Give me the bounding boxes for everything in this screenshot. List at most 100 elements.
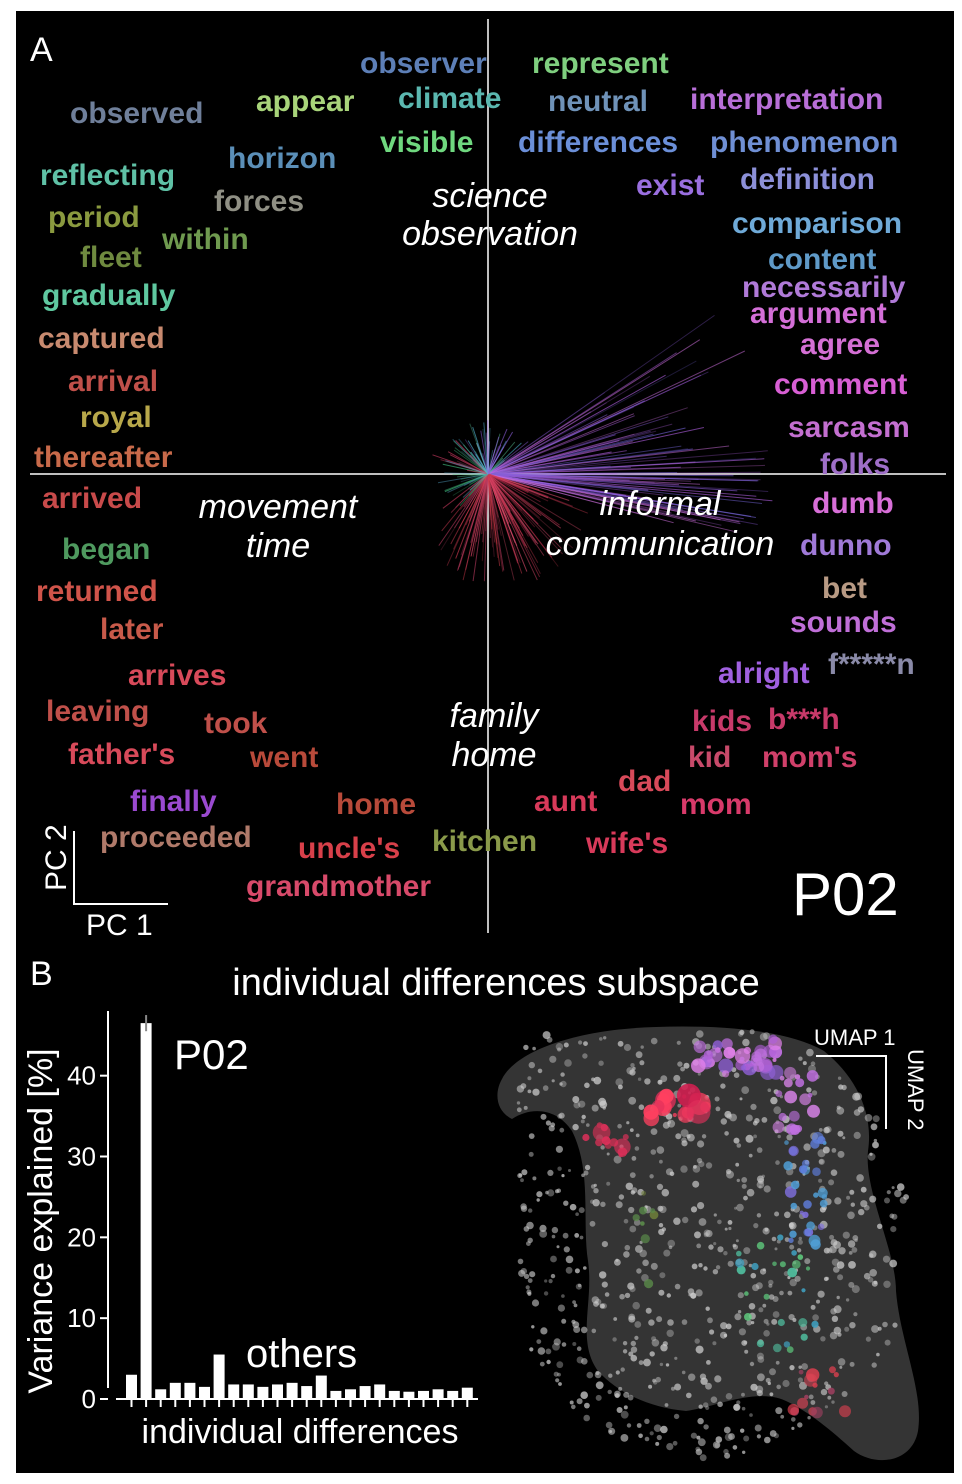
umap-point	[615, 1370, 620, 1375]
umap-point	[848, 1281, 855, 1288]
umap-point	[828, 1179, 835, 1186]
umap-point	[591, 1328, 597, 1334]
quadrant-label-communication: communication	[546, 525, 775, 563]
umap-point	[824, 1381, 829, 1386]
loading-ray	[487, 472, 678, 475]
umap-point	[838, 1247, 846, 1255]
umap-point	[622, 1349, 628, 1354]
umap-point	[612, 1337, 617, 1342]
umap-point	[704, 1043, 711, 1050]
umap-point	[628, 1206, 635, 1214]
variance-bar	[286, 1382, 298, 1399]
umap-point	[762, 1268, 766, 1272]
umap-point	[883, 1280, 891, 1289]
umap-point	[573, 1101, 581, 1109]
umap-point	[758, 1307, 764, 1313]
loading-ray	[487, 407, 688, 475]
loading-ray	[487, 352, 677, 475]
umap-point	[697, 1417, 704, 1425]
umap-point	[527, 1237, 533, 1244]
loading-ray	[487, 473, 545, 556]
umap-point	[695, 1345, 704, 1354]
umap-point	[782, 1379, 790, 1388]
umap-point	[852, 1092, 861, 1101]
umap-point	[660, 1075, 668, 1083]
word-label: climate	[398, 82, 501, 115]
umap-point	[847, 1211, 855, 1220]
umap-point	[724, 1452, 731, 1459]
umap-word-point	[772, 1058, 777, 1062]
umap-point	[696, 1030, 704, 1038]
umap-word-point	[778, 1112, 787, 1122]
umap-point	[656, 1183, 664, 1190]
umap-point	[869, 1195, 877, 1203]
umap-point	[739, 1097, 743, 1101]
umap-point	[733, 1403, 741, 1411]
umap-point	[593, 1301, 599, 1307]
loading-ray	[452, 473, 489, 476]
umap-point	[772, 1311, 780, 1318]
participant-label: P02	[792, 861, 899, 928]
variance-bar	[447, 1390, 459, 1399]
umap-point	[742, 1038, 750, 1047]
umap-point	[657, 1205, 664, 1212]
umap-point	[743, 1195, 748, 1201]
umap-point	[705, 1162, 713, 1169]
loading-ray	[487, 473, 536, 528]
umap-word-point	[788, 1110, 800, 1122]
umap-point	[618, 1194, 625, 1200]
umap-point	[769, 1430, 777, 1437]
loading-ray	[487, 427, 491, 475]
umap-point	[626, 1423, 632, 1428]
loading-ray	[460, 473, 489, 480]
umap-point	[579, 1235, 584, 1240]
loading-ray	[487, 473, 521, 563]
y-tick-label: 0	[82, 1384, 96, 1414]
word-label: forces	[214, 185, 304, 218]
umap-point	[553, 1338, 561, 1346]
umap-word-point	[756, 1339, 765, 1348]
umap-point	[608, 1373, 613, 1378]
umap-word-point	[791, 1260, 801, 1269]
umap-point	[742, 1450, 746, 1455]
loading-ray	[475, 473, 489, 543]
loading-ray	[444, 473, 489, 493]
umap-word-point	[644, 1279, 654, 1289]
umap-point	[769, 1392, 774, 1397]
umap-word-point	[718, 1058, 734, 1074]
umap-point	[699, 1454, 707, 1462]
umap-point	[527, 1089, 532, 1094]
umap-point	[659, 1205, 667, 1214]
umap-point	[595, 1394, 602, 1401]
umap-point	[578, 1207, 585, 1214]
umap-point	[860, 1200, 868, 1208]
umap-point	[703, 1402, 709, 1408]
umap-point	[590, 1199, 595, 1204]
umap-point	[799, 1381, 807, 1390]
quadrant-label-movement: movement	[199, 488, 359, 526]
loading-ray	[487, 427, 686, 475]
umap-point	[590, 1184, 596, 1189]
umap-point	[548, 1279, 553, 1284]
umap-point	[572, 1096, 580, 1103]
umap-point	[581, 1173, 585, 1178]
umap-point	[775, 1360, 780, 1365]
word-label: kids	[692, 705, 752, 738]
umap-point	[765, 1377, 771, 1383]
loading-ray	[487, 473, 559, 567]
umap-point	[650, 1262, 658, 1270]
umap-word-point	[806, 1221, 815, 1231]
umap-point	[547, 1169, 554, 1176]
umap-point	[666, 1443, 674, 1451]
umap-point	[638, 1433, 643, 1439]
loading-ray	[470, 451, 489, 475]
umap-point	[831, 1400, 835, 1404]
umap-point	[674, 1356, 678, 1360]
umap-point	[583, 1170, 589, 1176]
loading-ray	[449, 454, 489, 475]
loading-ray	[487, 375, 651, 475]
word-label: gradually	[42, 279, 176, 312]
umap-point	[754, 1424, 762, 1432]
umap-point	[572, 1123, 579, 1131]
